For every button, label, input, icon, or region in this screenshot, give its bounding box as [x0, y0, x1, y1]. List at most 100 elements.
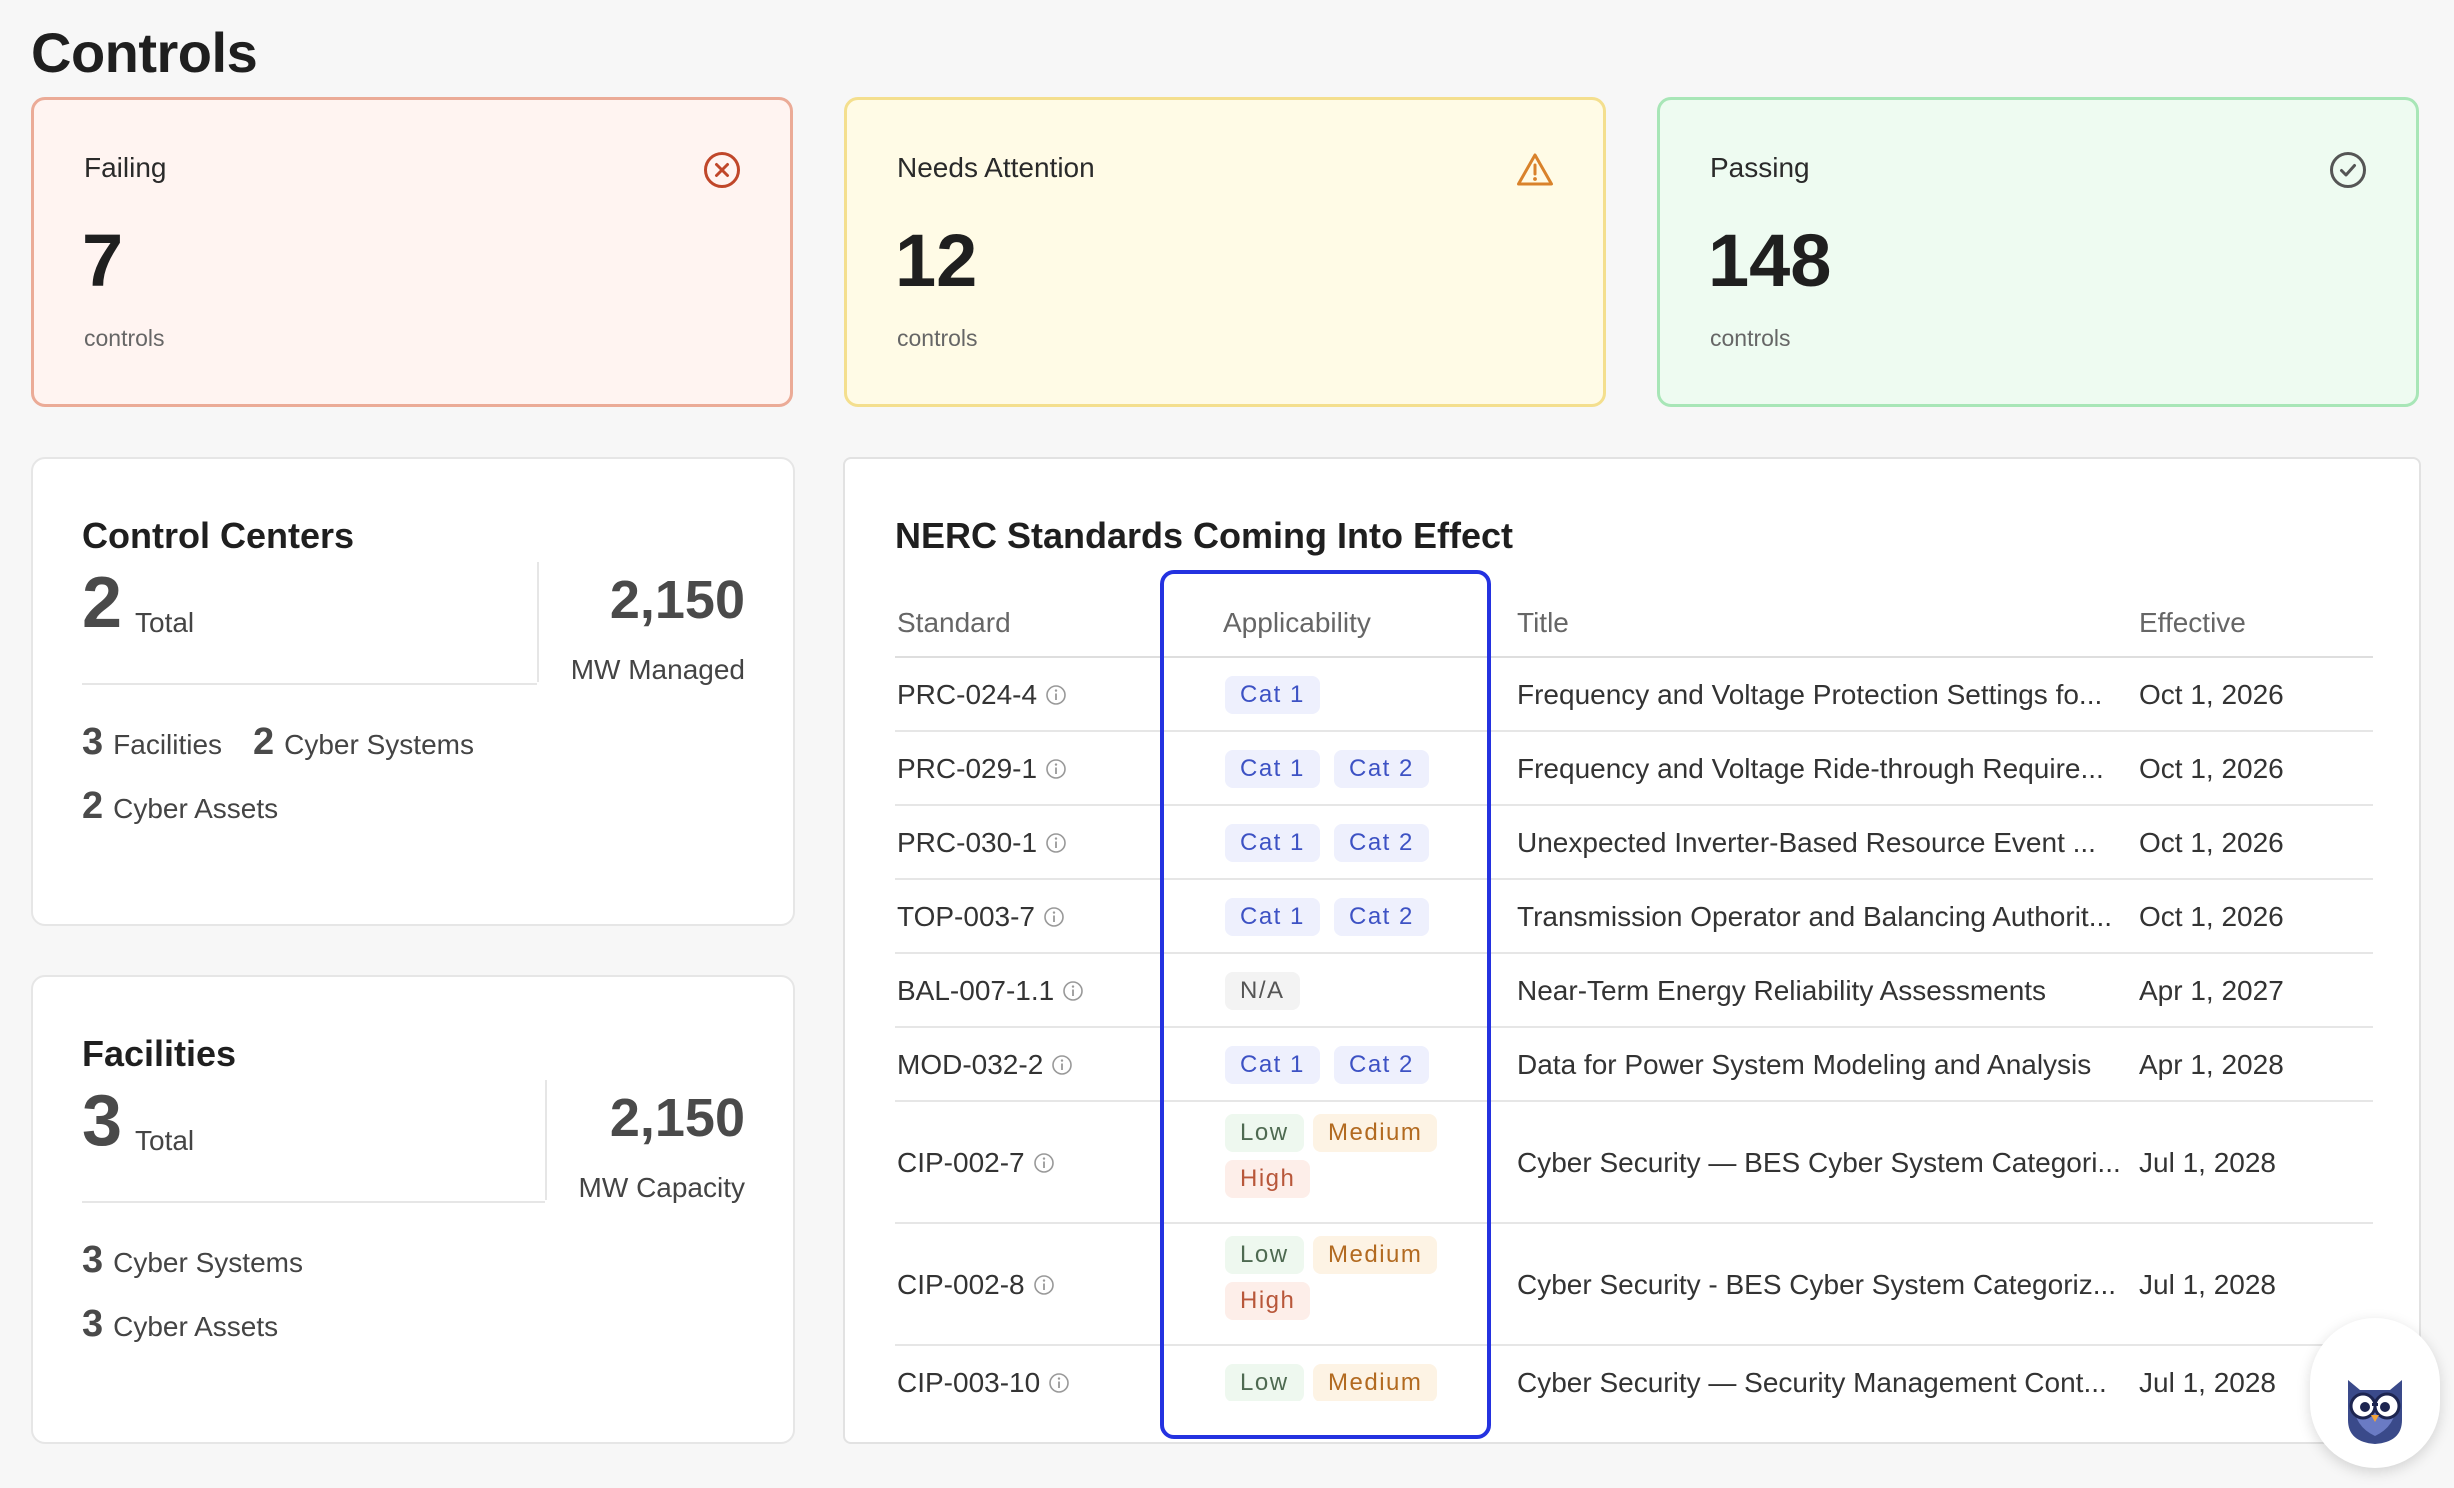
- standard-title[interactable]: Near-Term Energy Reliability Assessments: [1517, 975, 2047, 1006]
- standard-cell: TOP-003-7: [897, 901, 1065, 933]
- standard-title[interactable]: Unexpected Inverter-Based Resource Event…: [1517, 827, 2096, 858]
- assistant-button[interactable]: [2310, 1318, 2440, 1468]
- divider: [545, 1080, 547, 1200]
- needs-attention-card[interactable]: Needs Attention 12 controls: [844, 97, 1606, 407]
- facilities-total-label: Total: [135, 1125, 195, 1156]
- applicability-chips: Cat 1 Cat 2: [1225, 880, 1465, 954]
- applicability-chip: Cat 2: [1334, 824, 1429, 862]
- column-header-effective[interactable]: Effective: [2139, 607, 2246, 638]
- stat-facilities: 3 Facilities: [82, 721, 223, 763]
- table-row[interactable]: PRC-024-4 Cat 1 Frequency and Voltage Prot…: [895, 658, 2373, 732]
- info-icon[interactable]: [1062, 980, 1084, 1002]
- standard-title[interactable]: Transmission Operator and Balancing Auth…: [1517, 901, 2113, 932]
- stat-cyber-systems: 3 Cyber Systems: [82, 1239, 303, 1281]
- standard-title[interactable]: Cyber Security - BES Cyber System Catego…: [1517, 1269, 2117, 1300]
- needs-attention-label: Needs Attention: [897, 152, 1095, 183]
- standard-id: CIP-003-10: [897, 1367, 1041, 1398]
- table-row[interactable]: CIP-002-7 Low Medium High Cyber Security — B…: [895, 1102, 2373, 1224]
- info-icon[interactable]: [1033, 1152, 1055, 1174]
- standard-id: CIP-002-7: [897, 1147, 1025, 1178]
- standard-title[interactable]: Cyber Security — Security Management Con…: [1517, 1367, 2107, 1398]
- standard-cell: MOD-032-2: [897, 1049, 1073, 1081]
- applicability-chip: High: [1225, 1160, 1311, 1198]
- effective-date: Oct 1, 2026: [2139, 679, 2284, 710]
- standard-title[interactable]: Frequency and Voltage Protection Setting…: [1517, 679, 2103, 710]
- applicability-chips: Cat 1 Cat 2: [1225, 1028, 1465, 1102]
- control-centers-card[interactable]: Control Centers 2 Total 2,150 MW Managed…: [31, 457, 795, 926]
- table-row[interactable]: PRC-030-1 Cat 1 Cat 2 Unexpected Inverter-B…: [895, 806, 2373, 880]
- failing-card[interactable]: Failing 7 controls: [31, 97, 793, 407]
- applicability-chip: Cat 2: [1334, 750, 1429, 788]
- table-row[interactable]: PRC-029-1 Cat 1 Cat 2 Frequency and Voltage…: [895, 732, 2373, 806]
- divider: [82, 1201, 545, 1203]
- applicability-chip: Low: [1225, 1236, 1304, 1274]
- table-header: Standard Applicability Title Effective: [895, 583, 2373, 658]
- nerc-standards-table[interactable]: Standard Applicability Title Effective P…: [895, 583, 2373, 1401]
- warning-triangle-icon: [1517, 153, 1553, 186]
- mw-managed-value: 2,150: [609, 570, 745, 630]
- applicability-chip: Low: [1225, 1114, 1304, 1152]
- column-header-title[interactable]: Title: [1517, 607, 1569, 638]
- info-icon[interactable]: [1048, 1372, 1070, 1394]
- facilities-card[interactable]: Facilities 3 Total 2,150 MW Capacity 3 Cy…: [31, 975, 795, 1444]
- divider: [82, 683, 537, 685]
- table-row[interactable]: CIP-002-8 Low Medium High Cyber Security - B…: [895, 1224, 2373, 1346]
- stat-cyber-systems: 2 Cyber Systems: [253, 721, 474, 763]
- standard-title[interactable]: Cyber Security — BES Cyber System Catego…: [1517, 1147, 2121, 1178]
- applicability-chips: Cat 1 Cat 2: [1225, 806, 1465, 880]
- column-header-standard[interactable]: Standard: [897, 607, 1011, 638]
- mw-capacity-value: 2,150: [609, 1088, 745, 1148]
- standard-id: PRC-030-1: [897, 827, 1038, 858]
- passing-card[interactable]: Passing 148 controls: [1657, 97, 2419, 407]
- applicability-chips: N/A: [1225, 954, 1465, 1028]
- standard-cell: CIP-003-10: [897, 1367, 1070, 1399]
- column-header-applicability[interactable]: Applicability: [1223, 607, 1371, 638]
- info-icon[interactable]: [1045, 832, 1067, 854]
- effective-date: Apr 1, 2028: [2139, 1049, 2284, 1080]
- passing-count: 148: [1708, 219, 1832, 302]
- mw-managed-label: MW Managed: [570, 654, 745, 685]
- applicability-chip: Medium: [1313, 1236, 1438, 1274]
- passing-label: Passing: [1710, 152, 1810, 183]
- applicability-chip: Cat 1: [1225, 676, 1320, 714]
- effective-date: Oct 1, 2026: [2139, 827, 2284, 858]
- info-icon[interactable]: [1051, 1054, 1073, 1076]
- applicability-chip: Medium: [1313, 1114, 1438, 1152]
- effective-date: Jul 1, 2028: [2139, 1367, 2276, 1398]
- table-row[interactable]: CIP-003-10 Low Medium Cyber Security — Secu…: [895, 1346, 2373, 1401]
- applicability-chips: Low Medium High: [1225, 1102, 1465, 1224]
- control-centers-total-label: Total: [135, 607, 195, 638]
- standard-cell: PRC-024-4: [897, 679, 1067, 711]
- table-row[interactable]: BAL-007-1.1 N/A Near-Term Energy Reliabili…: [895, 954, 2373, 1028]
- mw-capacity-label: MW Capacity: [578, 1172, 745, 1203]
- needs-attention-unit: controls: [897, 325, 978, 351]
- facilities-title: Facilities: [82, 1033, 237, 1074]
- failing-label: Failing: [84, 152, 167, 183]
- check-circle-icon: [2330, 152, 2366, 188]
- table-row[interactable]: MOD-032-2 Cat 1 Cat 2 Data for Power System…: [895, 1028, 2373, 1102]
- info-icon[interactable]: [1043, 906, 1065, 928]
- passing-unit: controls: [1710, 325, 1791, 351]
- standard-cell: CIP-002-8: [897, 1269, 1055, 1301]
- effective-date: Jul 1, 2028: [2139, 1147, 2276, 1178]
- applicability-chips: Cat 1: [1225, 658, 1465, 732]
- standard-cell: PRC-030-1: [897, 827, 1067, 859]
- nerc-standards-card: NERC Standards Coming Into Effect Standa…: [843, 457, 2421, 1444]
- owl-assistant-icon: [2348, 1380, 2402, 1444]
- info-icon[interactable]: [1045, 758, 1067, 780]
- info-icon[interactable]: [1045, 684, 1067, 706]
- standard-title[interactable]: Frequency and Voltage Ride-through Requi…: [1517, 753, 2104, 784]
- x-circle-icon: [704, 152, 740, 188]
- standard-cell: BAL-007-1.1: [897, 975, 1084, 1007]
- standard-cell: CIP-002-7: [897, 1147, 1055, 1179]
- info-icon[interactable]: [1033, 1274, 1055, 1296]
- applicability-chip: Low: [1225, 1364, 1304, 1401]
- effective-date: Jul 1, 2028: [2139, 1269, 2276, 1300]
- nerc-standards-title: NERC Standards Coming Into Effect: [895, 515, 1514, 556]
- applicability-chip: Cat 1: [1225, 824, 1320, 862]
- standard-id: CIP-002-8: [897, 1269, 1025, 1300]
- table-row[interactable]: TOP-003-7 Cat 1 Cat 2 Transmission Operator…: [895, 880, 2373, 954]
- effective-date: Oct 1, 2026: [2139, 901, 2284, 932]
- applicability-chip: N/A: [1225, 972, 1300, 1010]
- standard-title[interactable]: Data for Power System Modeling and Analy…: [1517, 1049, 2092, 1080]
